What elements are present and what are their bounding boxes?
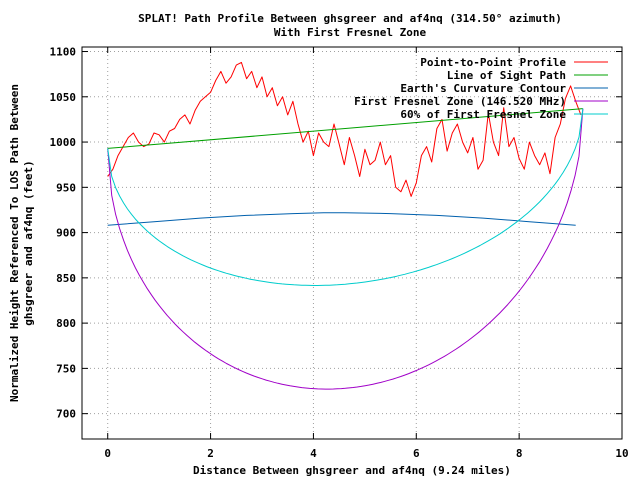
y-axis-label-line1: Normalized Height Referenced To LOS Path… [8, 84, 21, 402]
y-tick-label: 1100 [50, 46, 77, 59]
x-axis-label: Distance Between ghsgreer and af4nq (9.2… [193, 464, 511, 477]
x-tick-label: 8 [516, 447, 523, 460]
series-line-line-of-sight-path [107, 108, 583, 149]
legend-label: 60% of First Fresnel Zone [400, 108, 566, 121]
x-tick-label: 6 [413, 447, 420, 460]
series-line-first-fresnel-zone-146-520-mhz [107, 108, 584, 390]
legend-label: Line of Sight Path [447, 69, 566, 82]
series-line-earth-s-curvature-contour [107, 212, 576, 226]
y-tick-label: 1000 [50, 136, 77, 149]
plot-frame [81, 46, 623, 440]
series-layer [107, 61, 584, 390]
y-tick-label: 950 [56, 181, 76, 194]
series-line-60-of-first-fresnel-zone [107, 108, 584, 286]
x-tick-label: 10 [615, 447, 628, 460]
y-tick-label: 850 [56, 272, 76, 285]
y-tick-label: 750 [56, 362, 76, 375]
y-tick-label: 700 [56, 408, 76, 421]
y-tick-label: 800 [56, 317, 76, 330]
chart-subtitle: With First Fresnel Zone [274, 26, 427, 39]
axis-ticks: 0 2 4 6 8 10 700 750 800 850 900 950 1000 1050 1100 [50, 46, 629, 460]
y-tick-label: 1050 [50, 91, 77, 104]
series-line-point-to-point-profile [107, 61, 582, 197]
legend-label: Point-to-Point Profile [420, 56, 566, 69]
chart-title: SPLAT! Path Profile Between ghsgreer and… [138, 12, 562, 25]
legend-label: Earth's Curvature Contour [400, 82, 566, 95]
x-tick-label: 4 [310, 447, 317, 460]
legend-label: First Fresnel Zone (146.520 MHz) [354, 95, 566, 108]
y-axis-label-line2: ghsgreer and af4nq (feet) [22, 160, 35, 326]
x-tick-label: 2 [207, 447, 214, 460]
x-tick-label: 0 [104, 447, 111, 460]
y-tick-label: 900 [56, 227, 76, 240]
